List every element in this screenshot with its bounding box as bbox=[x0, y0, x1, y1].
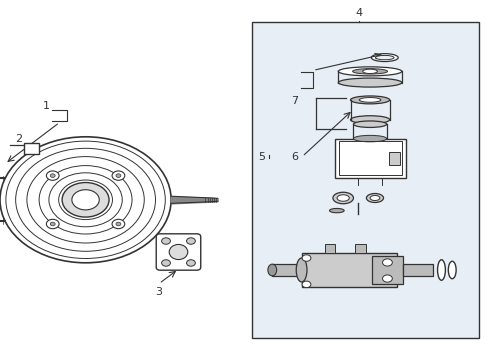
Ellipse shape bbox=[336, 195, 348, 201]
Ellipse shape bbox=[353, 121, 386, 127]
Circle shape bbox=[116, 174, 121, 177]
Text: 7: 7 bbox=[291, 96, 298, 106]
Ellipse shape bbox=[338, 78, 401, 87]
Bar bbox=[251, 22, 478, 338]
Ellipse shape bbox=[169, 244, 187, 260]
FancyBboxPatch shape bbox=[156, 234, 200, 270]
Text: 6: 6 bbox=[291, 152, 298, 162]
Ellipse shape bbox=[370, 54, 397, 62]
Bar bbox=[324, 244, 335, 253]
Ellipse shape bbox=[447, 261, 455, 279]
Ellipse shape bbox=[267, 264, 276, 276]
Ellipse shape bbox=[362, 69, 377, 73]
Ellipse shape bbox=[350, 96, 389, 104]
Circle shape bbox=[46, 171, 59, 180]
Circle shape bbox=[161, 238, 170, 244]
Bar bbox=[403, 264, 432, 276]
Circle shape bbox=[116, 222, 121, 226]
Ellipse shape bbox=[338, 67, 401, 76]
Ellipse shape bbox=[359, 98, 380, 102]
Circle shape bbox=[50, 174, 55, 177]
Bar bbox=[338, 141, 401, 175]
Circle shape bbox=[186, 260, 195, 266]
Ellipse shape bbox=[296, 258, 306, 282]
Ellipse shape bbox=[366, 194, 383, 203]
Text: 3: 3 bbox=[155, 287, 162, 297]
Circle shape bbox=[302, 255, 310, 261]
Text: 1: 1 bbox=[43, 101, 50, 111]
Ellipse shape bbox=[352, 69, 387, 74]
Text: 4: 4 bbox=[355, 8, 362, 18]
Bar bbox=[272, 264, 303, 276]
Circle shape bbox=[161, 260, 170, 266]
Text: 5: 5 bbox=[258, 152, 264, 162]
Bar bbox=[354, 244, 365, 253]
Bar bbox=[301, 253, 396, 287]
Bar bbox=[388, 152, 399, 165]
Ellipse shape bbox=[329, 208, 344, 213]
Ellipse shape bbox=[437, 260, 445, 280]
Circle shape bbox=[382, 275, 391, 282]
Circle shape bbox=[186, 238, 195, 244]
Bar bbox=[371, 256, 403, 284]
Ellipse shape bbox=[375, 55, 393, 60]
Circle shape bbox=[382, 259, 391, 266]
Ellipse shape bbox=[332, 192, 353, 204]
Circle shape bbox=[302, 281, 310, 288]
Ellipse shape bbox=[350, 116, 389, 124]
Bar bbox=[24, 143, 39, 154]
Bar bbox=[334, 139, 405, 178]
Ellipse shape bbox=[369, 195, 379, 201]
Circle shape bbox=[62, 183, 109, 217]
Circle shape bbox=[50, 222, 55, 226]
Circle shape bbox=[112, 219, 124, 229]
Circle shape bbox=[72, 190, 99, 210]
Circle shape bbox=[0, 137, 171, 263]
Ellipse shape bbox=[353, 135, 386, 142]
Circle shape bbox=[112, 171, 124, 180]
Circle shape bbox=[46, 219, 59, 229]
Text: 2: 2 bbox=[15, 134, 22, 144]
